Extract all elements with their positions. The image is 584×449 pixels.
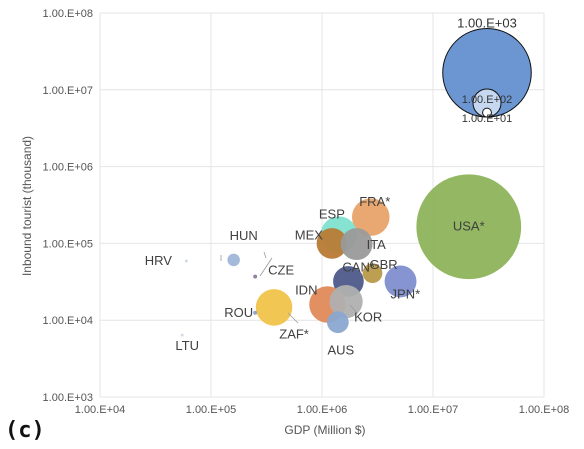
point-jpn <box>384 265 417 298</box>
leader-line-zaf <box>287 312 299 324</box>
point-hun <box>227 253 240 267</box>
point-label-gbr: GBR <box>369 257 397 272</box>
leader-line-cze <box>259 257 273 277</box>
point-mex <box>316 228 348 259</box>
point-label-ita: ITA <box>367 237 387 252</box>
x-tick-label: 1.00.E+08 <box>519 404 569 416</box>
point-label-hrv: HRV <box>145 253 173 268</box>
point-label-aus: AUS <box>328 342 355 357</box>
point-fra <box>351 198 390 236</box>
y-tick-label: 1.00.E+05 <box>43 238 93 250</box>
point-usa <box>416 174 522 280</box>
point-aus <box>327 311 349 334</box>
x-tick-labels: 1.00.E+04 1.00.E+05 1.00.E+06 1.00.E+07 1.00… <box>75 404 569 416</box>
point-label-esp: ESP <box>319 207 345 222</box>
point-label-zaf: ZAF* <box>279 326 309 341</box>
point-label-rou: ROU <box>224 305 253 320</box>
y-tick-label: 1.00.E+08 <box>43 8 93 20</box>
point-ita <box>340 228 373 261</box>
panel-label: (c) <box>5 418 45 443</box>
y-tick-label: 1.00.E+06 <box>43 162 93 174</box>
size-legend: 1.00.E+03 1.00.E+02 1.00.E+01 <box>442 15 532 125</box>
y-tick-label: 1.00.E+03 <box>43 392 93 404</box>
y-tick-label: 1.00.E+07 <box>43 85 93 97</box>
point-gbr <box>362 263 383 284</box>
size-legend-label-3: 1.00.E+01 <box>462 113 512 125</box>
point-hrv <box>184 259 188 263</box>
data-points <box>180 174 522 337</box>
point-label-can: CAN* <box>342 259 375 274</box>
point-label-jpn: JPN* <box>391 286 421 301</box>
leader-line-kor <box>349 304 358 314</box>
point-label-usa: USA* <box>453 219 485 234</box>
size-legend-label-1: 1.00.E+03 <box>457 15 517 30</box>
x-tick-label: 1.00.E+05 <box>186 404 236 416</box>
y-axis-title: Inbound tourist (thousand) <box>20 136 34 276</box>
point-zaf <box>255 289 293 326</box>
size-legend-label-2: 1.00.E+02 <box>462 94 512 106</box>
x-tick-label: 1.00.E+06 <box>297 404 347 416</box>
point-label-mex: MEX <box>295 227 324 242</box>
point-label-cze: CZE <box>268 263 294 278</box>
point-label-fra: FRA* <box>359 194 390 209</box>
point-label-ltu: LTU <box>175 338 199 353</box>
size-legend-bubble-3 <box>482 107 492 118</box>
y-tick-labels: 1.00.E+03 1.00.E+04 1.00.E+05 1.00.E+06 1.00… <box>43 8 93 404</box>
x-tick-label: 1.00.E+07 <box>408 404 458 416</box>
point-ltu <box>180 333 184 337</box>
point-rou <box>253 310 258 315</box>
point-label-idn: IDN <box>295 283 317 298</box>
point-label-kor: KOR <box>354 310 382 325</box>
x-tick-label: 1.00.E+04 <box>75 404 125 416</box>
y-tick-label: 1.00.E+04 <box>43 315 93 327</box>
point-cze <box>253 274 258 279</box>
leader-line-hun <box>263 251 267 259</box>
x-axis-title: GDP (Million $) <box>284 423 365 437</box>
point-label-hun: HUN <box>230 228 258 243</box>
